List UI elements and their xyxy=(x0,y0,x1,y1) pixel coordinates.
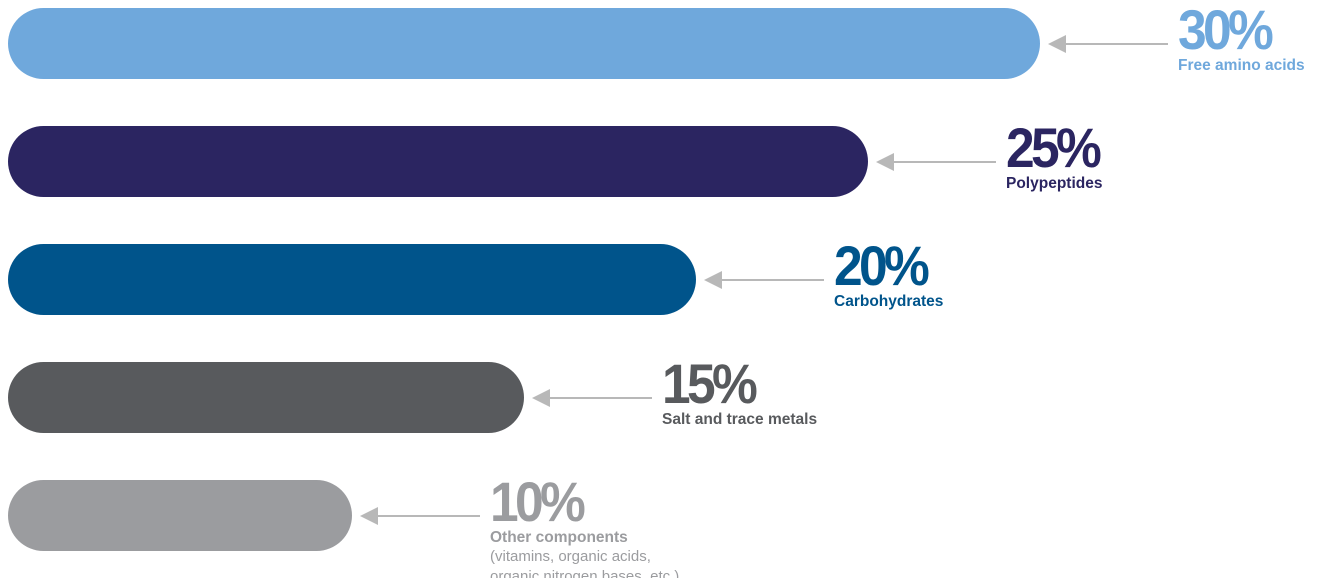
category-label: Polypeptides xyxy=(1006,175,1103,192)
category-label: Free amino acids xyxy=(1178,57,1305,74)
arrow-left-icon xyxy=(1048,34,1168,54)
bar-2 xyxy=(8,126,868,197)
value-label: 20% xyxy=(834,234,930,297)
arrow-left-icon xyxy=(876,152,996,172)
category-label: Salt and trace metals xyxy=(662,411,818,428)
value-label: 10% xyxy=(490,470,586,533)
bar-3 xyxy=(8,244,696,315)
bar-label-2: 25% Polypeptides xyxy=(1006,116,1106,193)
bar-label-1: 30% Free amino acids xyxy=(1178,0,1305,75)
value-label: 25% xyxy=(1006,116,1102,179)
bar-label-5: 10% Other components (vitamins, organic ac… xyxy=(490,470,680,578)
bar-4 xyxy=(8,362,524,433)
category-label: Carbohydrates xyxy=(834,293,944,310)
bar-5 xyxy=(8,480,352,551)
category-note: organic nitrogen bases, etc.) xyxy=(490,568,680,578)
value-label: 30% xyxy=(1178,0,1274,61)
arrow-left-icon xyxy=(532,388,652,408)
bar-label-3: 20% Carbohydrates xyxy=(834,234,944,311)
arrow-left-icon xyxy=(704,270,824,290)
arrow-left-icon xyxy=(360,506,480,526)
value-label: 15% xyxy=(662,352,758,415)
category-label: Other components xyxy=(490,529,628,546)
category-note: (vitamins, organic acids, xyxy=(490,548,651,565)
bar-label-4: 15% Salt and trace metals xyxy=(662,352,818,429)
bar-1 xyxy=(8,8,1040,79)
